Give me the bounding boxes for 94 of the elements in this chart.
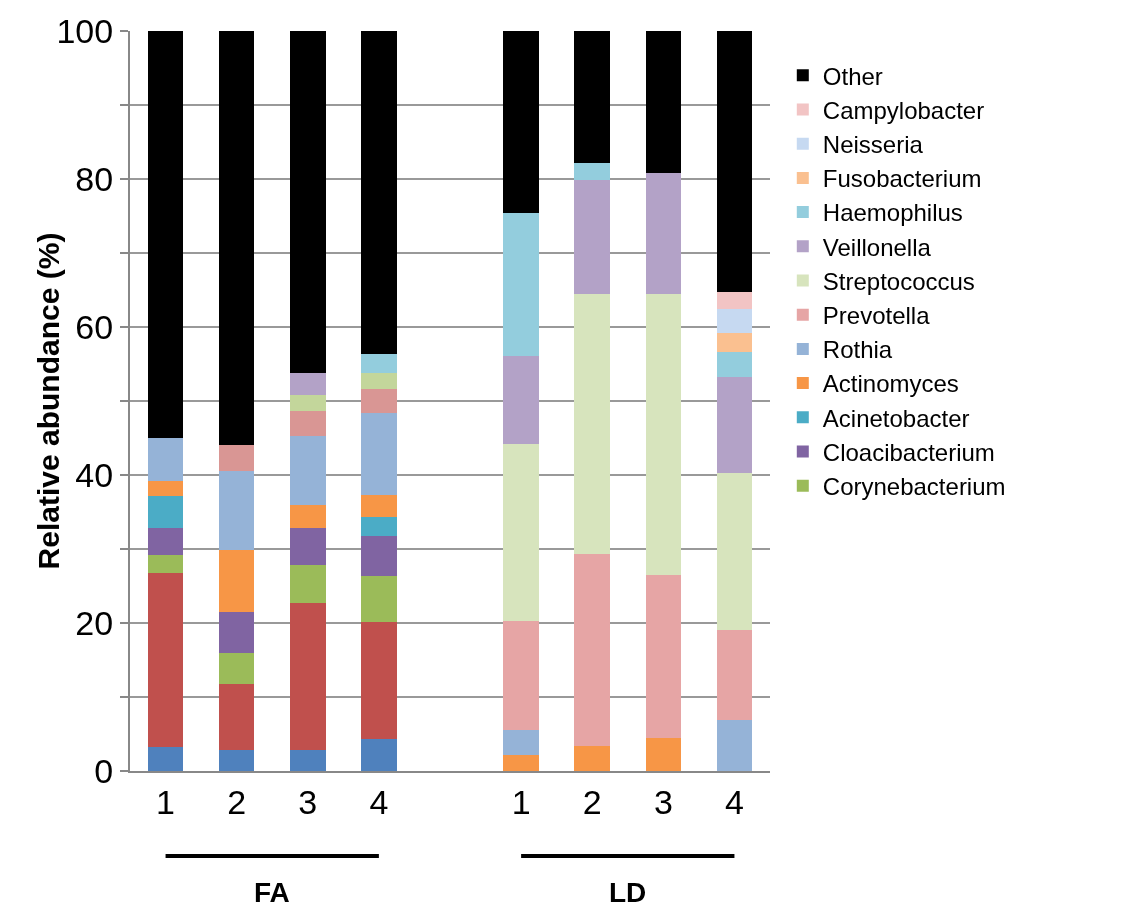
legend-label: Rothia [822,336,893,364]
bar [361,576,397,623]
x-tick-label: 1 [156,782,176,821]
bar [503,620,539,731]
bar [574,294,610,555]
legend-label: Campylobacter [822,96,985,124]
legend-label: Fusobacterium [822,165,982,193]
bar [645,294,682,575]
bar [716,31,753,293]
bar [147,31,184,438]
y-tick-label: 100 [56,11,114,50]
bar [147,496,184,528]
bar [218,444,255,472]
legend-label: Actinomyces [822,370,959,398]
bar [147,480,184,497]
legend-label: Cloacibacterium [822,438,995,466]
bar [290,395,326,412]
bar [361,389,397,413]
legend-label: Veillonella [822,233,932,261]
bar [574,745,610,771]
bar [361,372,397,390]
legend-label: Prevotella [822,302,931,330]
bar [503,443,539,621]
bar [218,683,255,751]
x-tick-label: 2 [227,782,247,821]
bar [218,31,255,445]
x-tick-label: 4 [369,782,389,821]
legend-label: Haemophilus [822,199,963,227]
bar [716,292,753,309]
bar [503,355,539,444]
y-axis-title: Relative abundance (%) [32,232,65,570]
x-tick-label: 3 [653,782,673,821]
bar [147,554,184,574]
bar [290,565,326,604]
bar [716,472,753,630]
y-tick-label: 0 [94,751,114,790]
bar [361,353,397,373]
bar [218,611,255,654]
bar [361,517,397,536]
bar [574,31,610,163]
bar [147,527,184,555]
bar [503,213,539,356]
bar [574,179,610,295]
bar [361,31,397,354]
bar [361,622,397,740]
bar [645,737,682,771]
bar [716,629,753,720]
bar [218,549,255,612]
bar [218,750,255,771]
bar [361,412,397,495]
bar [503,730,539,756]
bar [290,750,326,771]
bar [503,31,539,214]
bar [290,411,326,436]
bar [645,574,682,738]
bar [147,746,184,771]
bar [645,31,682,174]
y-tick-label: 20 [75,603,114,642]
y-tick-label: 60 [75,307,114,346]
bar [574,554,610,746]
legend-label: Acinetobacter [822,404,970,432]
bar [574,162,610,180]
text: LD [609,877,647,908]
bar [716,308,753,333]
legend-label: Corynebacterium [822,473,1006,501]
bar [290,603,326,751]
bar [147,438,184,481]
y-tick-label: 40 [75,455,114,494]
bar [147,573,184,747]
legend-label: Streptococcus [822,267,975,295]
bar [290,372,326,396]
x-tick-label: 2 [582,782,602,821]
bar [290,528,326,566]
bar [218,471,255,550]
x-tick-label: 3 [298,782,318,821]
bar [290,31,326,373]
bar [503,755,539,771]
bar [716,377,753,473]
bar [361,739,397,771]
legend-label: Neisseria [822,131,924,159]
x-tick-label: 4 [724,782,744,821]
x-tick-label: 1 [511,782,531,821]
text: FA [254,877,290,908]
bar [290,505,326,529]
legend-label: Other [822,62,883,90]
bar [716,332,753,353]
bar [645,173,682,295]
bar [290,435,326,506]
bar [361,535,397,577]
bar [716,719,753,771]
bar [716,352,753,378]
bar [361,494,397,518]
bar [218,653,255,684]
y-tick-label: 80 [75,159,114,198]
